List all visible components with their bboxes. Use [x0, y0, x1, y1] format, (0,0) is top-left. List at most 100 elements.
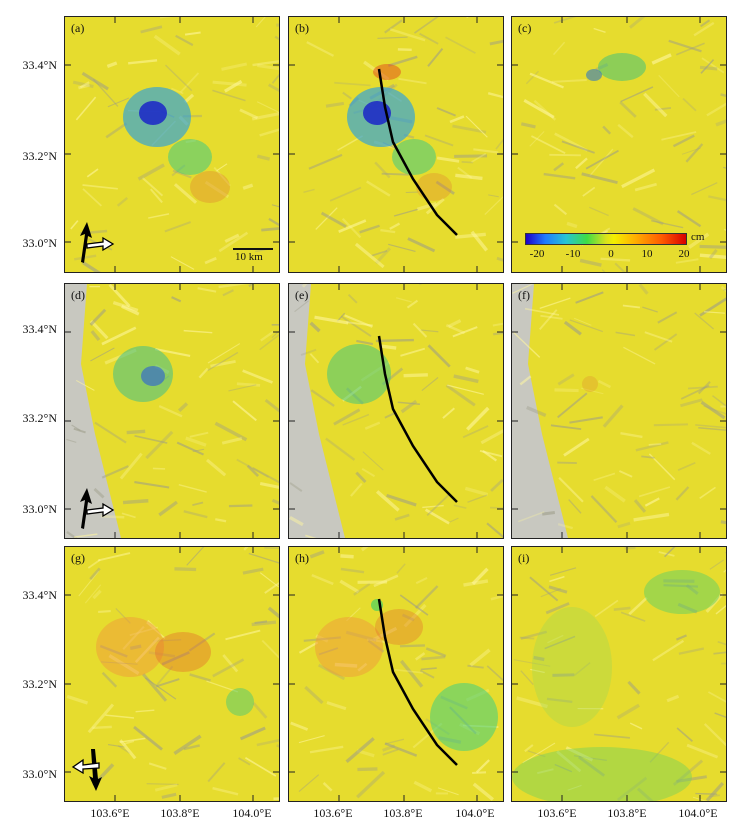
terrain-ridge [553, 17, 576, 24]
terrain-ridge [66, 438, 77, 443]
terrain-ridge [164, 221, 191, 233]
terrain-ridge [271, 204, 279, 208]
terrain-ridge [329, 186, 362, 202]
deformation-area [315, 617, 383, 677]
terrain-ridge [703, 723, 726, 747]
terrain-ridge [436, 107, 456, 117]
terrain-ridge [357, 767, 378, 772]
terrain-ridge [374, 247, 391, 265]
terrain-ridge [720, 520, 726, 525]
terrain-ridge [222, 289, 234, 297]
terrain-ridge [148, 762, 167, 770]
terrain-ridge [601, 269, 606, 272]
terrain-ridge [575, 157, 588, 170]
terrain-ridge [644, 331, 673, 343]
terrain-ridge [464, 486, 489, 497]
panel-g: (g) [64, 546, 280, 802]
terrain-ridge [419, 669, 435, 679]
terrain-ridge [117, 745, 131, 754]
terrain-ridge [238, 757, 251, 766]
terrain-ridge [146, 783, 179, 785]
terrain-ridge [251, 112, 279, 121]
terrain-ridge [617, 776, 648, 801]
panel-a: (a) [64, 16, 280, 273]
terrain-ridge [298, 735, 325, 744]
terrain-ridge [697, 381, 711, 395]
terrain-ridge [465, 115, 488, 138]
terrain-ridge [214, 421, 248, 442]
terrain-ridge [224, 79, 243, 93]
panel-e: (e) [288, 283, 504, 539]
terrain-ridge [399, 644, 425, 648]
terrain-ridge [545, 602, 570, 615]
terrain-ridge [206, 680, 239, 693]
terrain-ridge [78, 570, 100, 597]
terrain-base [65, 547, 279, 801]
terrain-ridge [651, 53, 672, 65]
terrain-ridge [399, 659, 424, 688]
look-direction-arrow [71, 758, 100, 775]
terrain-ridge [89, 567, 101, 581]
terrain-ridge [389, 222, 401, 230]
terrain-ridge [256, 101, 279, 114]
terrain-ridge [452, 326, 478, 338]
map-canvas [65, 17, 279, 272]
terrain-ridge [691, 441, 711, 455]
terrain-ridge [183, 93, 195, 104]
satellite-direction-arrows [71, 749, 102, 791]
terrain-ridge [539, 309, 558, 331]
terrain-ridge [461, 161, 474, 164]
terrain-ridge [557, 461, 577, 465]
terrain-ridge [134, 435, 168, 444]
terrain-ridge [701, 57, 725, 74]
terrain-ridge [142, 673, 168, 702]
terrain-ridge [473, 148, 499, 154]
terrain-ridge [672, 134, 695, 148]
terrain-ridge [516, 696, 548, 709]
terrain-ridge [634, 182, 657, 192]
terrain-ridge [589, 148, 614, 177]
terrain-ridge [419, 32, 439, 45]
terrain-ridge [622, 304, 641, 309]
terrain-ridge [676, 775, 707, 783]
terrain-ridge [685, 584, 699, 595]
terrain-ridge [557, 522, 574, 530]
panel-b: (b) [288, 16, 504, 273]
terrain-ridge [74, 254, 97, 261]
map-canvas [512, 547, 726, 801]
terrain-ridge [692, 796, 708, 801]
x-tick-label: 103.6°E [90, 806, 130, 820]
terrain-ridge [242, 369, 273, 384]
terrain-ridge [652, 639, 685, 662]
terrain-ridge [309, 353, 320, 364]
scale-bar-label: 10 km [235, 251, 263, 263]
terrain-ridge [222, 654, 239, 673]
terrain-ridge [632, 207, 664, 226]
terrain-ridge [394, 668, 423, 674]
terrain-ridge [342, 413, 370, 426]
map-canvas [289, 17, 503, 272]
deformation-area [373, 64, 401, 80]
terrain-ridge [720, 93, 726, 97]
terrain-ridge [694, 312, 715, 330]
terrain-ridge [549, 567, 577, 576]
terrain-ridge [183, 744, 200, 751]
terrain-ridge [362, 451, 384, 471]
terrain-ridge [492, 322, 503, 327]
panel-label: (a) [71, 21, 85, 35]
terrain-ridge [116, 196, 128, 207]
y-tick-label: 33.2°N [22, 677, 57, 691]
terrain-ridge [105, 714, 135, 719]
map-canvas [512, 284, 726, 538]
terrain-ridge [593, 472, 616, 481]
terrain-ridge [271, 330, 279, 339]
terrain-ridge [252, 467, 279, 484]
x-tick-label: 103.8°E [383, 806, 423, 820]
terrain-ridge [97, 552, 131, 562]
x-tick-label: 104.0°E [678, 806, 718, 820]
terrain-ridge [212, 89, 246, 102]
terrain-ridge [700, 19, 711, 28]
terrain-ridge [512, 284, 534, 294]
terrain-ridge [638, 486, 671, 498]
terrain-ridge [713, 651, 726, 655]
